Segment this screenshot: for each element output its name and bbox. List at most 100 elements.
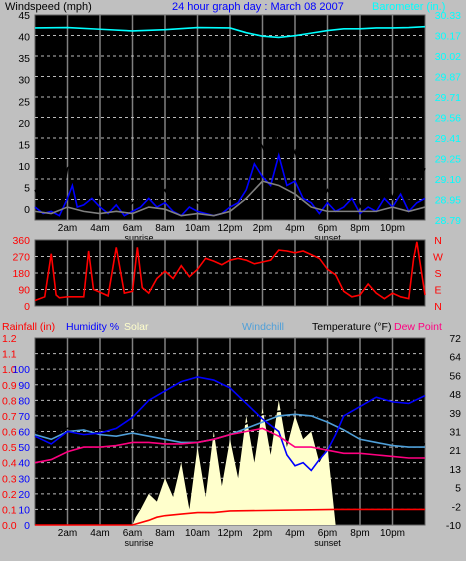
y-tick-label-wind: 5 — [24, 183, 30, 195]
compass-label: N — [434, 235, 442, 247]
y-tick-label-rain: 0.3 — [2, 473, 17, 485]
panel-climate-temperature-axis: -10 -2 5 13 21 31 39 48 56 64 72 — [446, 333, 461, 532]
y-tick-label-direction: 90 — [18, 285, 30, 297]
y-tick-label-humidity: 70 — [18, 411, 30, 423]
y-tick-label-temperature: 56 — [449, 370, 461, 382]
y-tick-label-temperature: 39 — [449, 408, 461, 420]
chart-title: 24 hour graph day : March 08 2007 — [172, 1, 344, 13]
legend-windchill: Windchill — [242, 321, 284, 333]
y-tick-label-rain: 1.2 — [2, 333, 17, 345]
x-tick-label: 6am — [123, 223, 142, 234]
y-tick-label-wind: 15 — [18, 139, 30, 151]
x-tick-label: 2pm — [253, 528, 272, 539]
y-tick-label-rain: 0.2 — [2, 489, 17, 501]
x-tick-label: 6am — [123, 528, 142, 539]
x-tick-label: 8pm — [350, 223, 369, 234]
y-tick-label-temperature: 64 — [449, 352, 461, 364]
legend-dewpoint: Dew Point — [394, 321, 442, 333]
y-tick-label-rain: 0.9 — [2, 380, 17, 392]
sunrise-label: sunrise — [124, 538, 153, 548]
y-tick-label-temperature: 48 — [449, 389, 461, 401]
x-tick-label: 10am — [185, 528, 210, 539]
legend-solar: Solar — [124, 321, 149, 333]
y-tick-label-humidity: 100 — [12, 364, 30, 376]
y-tick-label-direction: 180 — [12, 268, 30, 280]
x-tick-label: 10am — [185, 223, 210, 234]
y-tick-label-wind: 45 — [18, 10, 30, 22]
y-tick-label-direction: 0 — [24, 301, 30, 313]
compass-label: N — [434, 301, 442, 313]
y-tick-label-temperature: -10 — [446, 520, 461, 532]
panel-climate-rain-axis: 0.0 0.1 0.2 0.3 0.4 0.5 0.6 0.7 0.8 0.9 1.0 1.1 1.2 — [2, 333, 17, 532]
y-tick-label-wind: 0 — [24, 204, 30, 216]
y-tick-label-barometer: 29.10 — [435, 174, 461, 186]
y-tick-label-humidity: 90 — [18, 380, 30, 392]
y-tick-label-humidity: 50 — [18, 442, 30, 454]
y-tick-label-barometer: 30.17 — [435, 31, 461, 43]
wind-axis-label: Windspeed (mph) — [5, 1, 92, 13]
x-tick-label: 4pm — [285, 223, 304, 234]
panel-wind-series — [34, 25, 426, 217]
x-tick-label: 2am — [58, 528, 77, 539]
y-tick-label-humidity: 10 — [18, 504, 30, 516]
y-tick-label-rain: 0.5 — [2, 442, 17, 454]
y-tick-label-barometer: 29.56 — [435, 113, 461, 125]
y-tick-label-wind: 35 — [18, 53, 30, 65]
y-tick-label-temperature: 21 — [449, 445, 461, 457]
y-tick-label-wind: 40 — [18, 32, 30, 44]
y-tick-label-humidity: 40 — [18, 458, 30, 470]
x-tick-label: 10pm — [380, 223, 405, 234]
y-tick-label-barometer: 28.95 — [435, 195, 461, 207]
panel-climate-series — [34, 376, 426, 526]
y-tick-label-temperature: 31 — [449, 427, 461, 439]
y-tick-label-rain: 0.0 — [2, 520, 17, 532]
panel-direction-grid — [35, 240, 425, 306]
series-humidity-line — [34, 376, 426, 472]
series-gust-line — [34, 124, 426, 214]
x-tick-label: 6pm — [318, 223, 337, 234]
x-tick-label: 4pm — [285, 528, 304, 539]
x-tick-label: 2pm — [253, 223, 272, 234]
x-tick-label: 12pm — [217, 528, 242, 539]
y-tick-label-rain: 0.4 — [2, 458, 17, 470]
legend-temperature: Temperature (°F) — [312, 321, 391, 333]
y-tick-label-rain: 0.8 — [2, 395, 17, 407]
legend-humidity: Humidity % — [66, 321, 119, 333]
y-tick-label-humidity: 80 — [18, 395, 30, 407]
x-tick-label: 4am — [90, 528, 109, 539]
panel-wind-grid — [35, 15, 425, 220]
y-tick-label-direction: 360 — [12, 235, 30, 247]
y-tick-label-barometer: 28.79 — [435, 215, 461, 227]
y-tick-label-temperature: 72 — [449, 333, 461, 345]
y-tick-label-barometer: 30.33 — [435, 10, 461, 22]
y-tick-label-rain: 1.0 — [2, 364, 17, 376]
y-tick-label-barometer: 30.02 — [435, 51, 461, 63]
panel-wind-right-axis: 28.79 28.95 29.10 29.25 29.41 29.56 29.71 29.87… — [435, 10, 461, 227]
y-tick-label-barometer: 29.41 — [435, 133, 461, 145]
panel-direction-left-axis: 0 90 180 270 360 — [12, 235, 30, 313]
x-tick-label: 8am — [155, 223, 174, 234]
y-tick-label-rain: 1.1 — [2, 349, 17, 361]
y-tick-label-wind: 20 — [18, 118, 30, 130]
series-solar-area — [35, 400, 425, 525]
y-tick-label-wind: 30 — [18, 75, 30, 87]
y-tick-label-humidity: 20 — [18, 489, 30, 501]
sunrise-label: sunrise — [124, 233, 153, 243]
compass-label: E — [434, 285, 441, 297]
y-tick-label-rain: 0.1 — [2, 504, 17, 516]
series-rainfall-in-line — [35, 508, 425, 526]
panel-wind-left-axis: 0 5 10 15 20 25 30 35 40 45 — [18, 10, 30, 216]
panel-climate-x-axis: 2am 4am 6am 8am 10am 12pm 2pm 4pm 6pm 8pm 10pm sunr… — [58, 528, 405, 548]
y-tick-label-rain: 0.7 — [2, 411, 17, 423]
panel-direction-series — [34, 241, 426, 302]
x-tick-label: 8pm — [350, 528, 369, 539]
y-tick-label-temperature: -2 — [452, 501, 461, 513]
y-tick-label-humidity: 60 — [18, 427, 30, 439]
y-tick-label-rain: 0.6 — [2, 427, 17, 439]
y-tick-label-temperature: 13 — [449, 464, 461, 476]
y-tick-label-wind: 25 — [18, 96, 30, 108]
sunset-label: sunset — [314, 538, 341, 548]
y-tick-label-humidity: 0 — [24, 520, 30, 532]
